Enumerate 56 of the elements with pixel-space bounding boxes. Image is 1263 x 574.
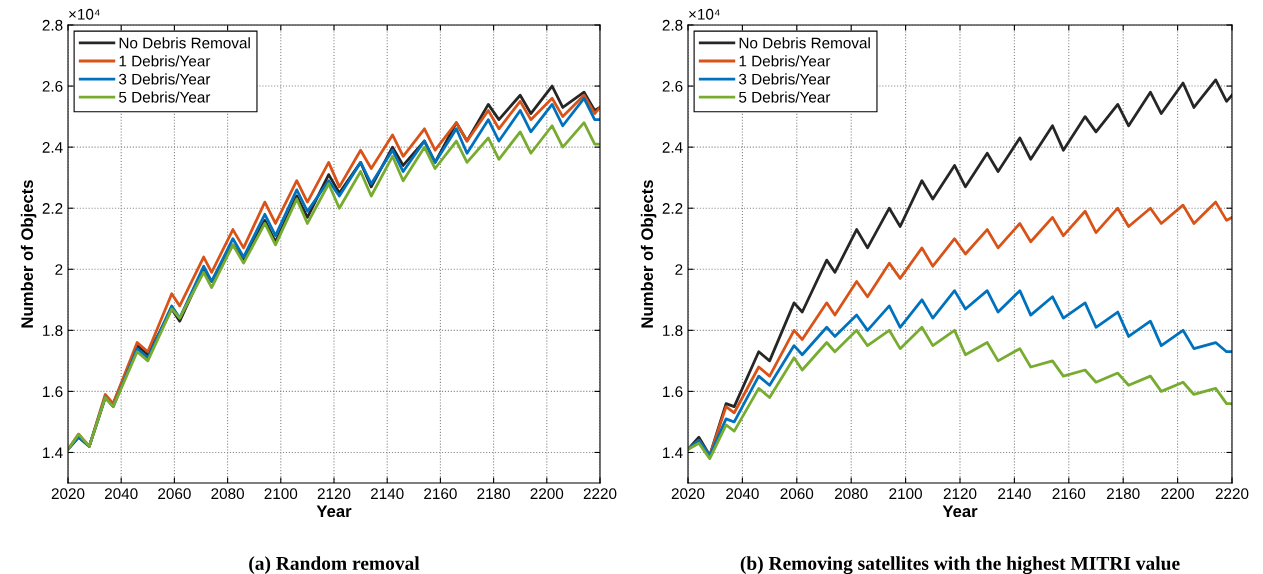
x-tick-label: 2020 [671, 488, 705, 500]
y-tick-label: 1.8 [43, 325, 63, 337]
y-tick-label: 1.4 [663, 447, 683, 458]
y-tick-label: 2 [675, 264, 683, 275]
x-tick-label: 2100 [889, 488, 922, 500]
line-series [688, 289, 1232, 457]
x-tick-label: 2060 [780, 488, 814, 500]
y-tick-label: 2 [55, 264, 63, 275]
x-tick-label: 2120 [943, 488, 977, 500]
x-tick-label: 2160 [1052, 488, 1086, 500]
x-axis-title: Year [942, 505, 978, 518]
x-tick-label: 2040 [104, 488, 138, 500]
x-tick-label: 2220 [583, 488, 617, 500]
y-tick-label: 2.6 [42, 80, 63, 92]
x-tick-label: 2200 [530, 488, 564, 500]
legend-label: No Debris Removal [739, 37, 870, 49]
x-tick-label: 2220 [1215, 488, 1249, 500]
legend-label: No Debris Removal [119, 37, 250, 49]
x-tick-label: 2060 [158, 488, 191, 500]
y-tick-label: 1.6 [663, 386, 683, 398]
y-tick-label: 2.4 [42, 142, 63, 153]
legend-label: 3 Debris/Year [119, 73, 211, 85]
x-tick-label: 2140 [370, 488, 404, 500]
text: ×10⁴ [689, 8, 720, 20]
y-tick-label: 1.6 [43, 386, 63, 398]
y-axis-title: Number of Objects [20, 180, 37, 328]
x-tick-label: 2080 [211, 488, 244, 500]
y-tick-label: 2.2 [42, 203, 63, 214]
y-tick-label: 1.8 [663, 325, 683, 337]
y-tick-label: 2.4 [662, 142, 683, 153]
text: (b) Removing satellites with the highest MITRI value [740, 556, 1180, 574]
legend-label: 1 Debris/Year [739, 55, 831, 67]
y-tick-label: 2.6 [662, 80, 683, 92]
y-tick-label: 2.2 [662, 203, 683, 214]
x-axis-title: Year [316, 505, 352, 518]
legend-label: 3 Debris/Year [739, 73, 831, 85]
x-tick-label: 2140 [998, 488, 1031, 500]
legend-label: 5 Debris/Year [119, 91, 211, 103]
text: ×10⁴ [69, 8, 100, 20]
legend-label: 1 Debris/Year [119, 55, 211, 67]
y-axis-title: Number of Objects [640, 180, 657, 328]
x-tick-label: 2120 [317, 488, 351, 500]
y-tick-label: 2.8 [42, 19, 63, 31]
legend-label: 5 Debris/Year [739, 91, 831, 103]
x-tick-label: 2160 [424, 488, 457, 500]
x-tick-label: 2180 [1106, 488, 1140, 500]
x-tick-label: 2200 [1161, 488, 1194, 500]
y-tick-label: 1.4 [43, 447, 63, 458]
y-tick-label: 2.8 [662, 19, 683, 31]
x-tick-label: 2180 [477, 488, 510, 500]
x-tick-label: 2080 [834, 488, 868, 500]
text: (a) Random removal [249, 556, 420, 574]
x-tick-label: 2100 [264, 488, 298, 500]
x-tick-label: 2040 [726, 488, 759, 500]
x-tick-label: 2020 [51, 488, 85, 500]
line-series [688, 325, 1232, 460]
